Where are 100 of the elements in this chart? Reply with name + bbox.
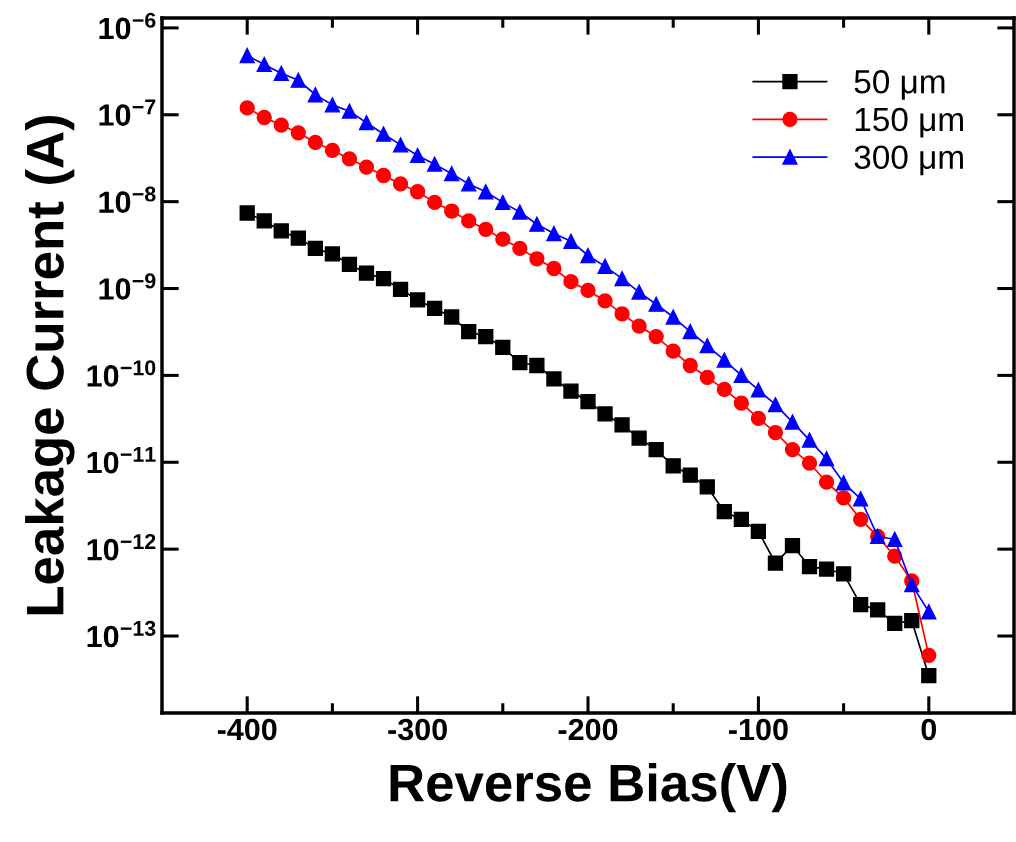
point [239,100,255,116]
point [427,156,443,172]
point [733,395,749,411]
point [444,309,460,325]
point [273,223,289,239]
point [563,274,579,290]
point [835,566,852,582]
point [921,604,937,620]
point [870,602,886,618]
point [665,458,681,474]
y-tick-label: 10$^{−11}$ [87,447,156,474]
point [580,282,596,299]
point [512,355,528,371]
point [818,451,835,467]
point [767,397,784,413]
point [750,410,767,427]
point [887,615,903,631]
point [409,184,426,200]
point [358,115,375,131]
point [392,281,409,297]
point [699,479,715,495]
point [750,523,767,540]
point [273,65,289,81]
point [801,432,818,448]
point [614,270,630,287]
point [835,490,852,506]
point [495,339,511,356]
point [512,204,528,220]
point [324,246,341,262]
point [461,176,477,192]
point [256,109,272,126]
y-tick-label: 10$^{−6}$ [99,12,156,40]
point [631,430,647,446]
point [801,558,818,575]
point [375,270,392,287]
point [614,306,630,322]
point [818,561,835,577]
point [631,318,647,334]
legend-label: 50 μm [854,70,945,100]
point [546,225,562,242]
point [716,381,732,398]
point [648,296,664,312]
point [375,126,392,142]
point [307,87,323,103]
point [887,548,903,564]
x-tick-label: -200 [558,718,618,741]
point [461,213,477,229]
point [546,260,562,277]
y-tick-label: 10$^{−7}$ [99,99,156,126]
y-axis-title: Leakage Current (A) [25,115,75,615]
point [529,357,545,374]
point [904,613,920,629]
point [324,142,341,158]
point [682,467,698,483]
point [699,369,715,385]
point [818,474,835,490]
point [631,284,647,300]
point [597,258,613,274]
x-tick-label: -300 [388,718,447,741]
point [904,577,920,593]
point [784,414,801,430]
point [767,555,784,571]
point [375,167,392,184]
point [392,176,409,192]
point [495,231,511,247]
point [358,265,375,281]
point [444,203,460,219]
point [290,72,306,88]
point [324,97,341,113]
point [682,323,698,340]
point [478,328,494,345]
point [716,504,732,520]
y-tick-label: 10$^{−9}$ [99,273,156,300]
point [290,230,306,246]
point [409,292,426,308]
point [580,393,596,410]
point [597,293,613,309]
point [478,184,494,200]
point [478,221,494,237]
point [767,424,784,441]
point [665,309,681,325]
point [853,596,869,613]
point [341,103,358,119]
y-tick-label: 10$^{−12}$ [87,533,156,561]
point [750,382,767,398]
point [563,383,579,399]
point [699,338,715,354]
point [733,367,749,384]
y-tick-label: 10$^{−10}$ [87,360,156,387]
legend-label: 300 μm [854,145,963,176]
point [801,455,818,471]
point [835,475,852,491]
point [358,159,375,175]
point [392,137,409,153]
x-axis-title: Reverse Bias(V) [390,763,787,813]
point [239,47,255,64]
point [784,441,801,458]
point [563,233,579,249]
point [341,256,358,272]
x-tick-label: 0 [921,718,937,741]
